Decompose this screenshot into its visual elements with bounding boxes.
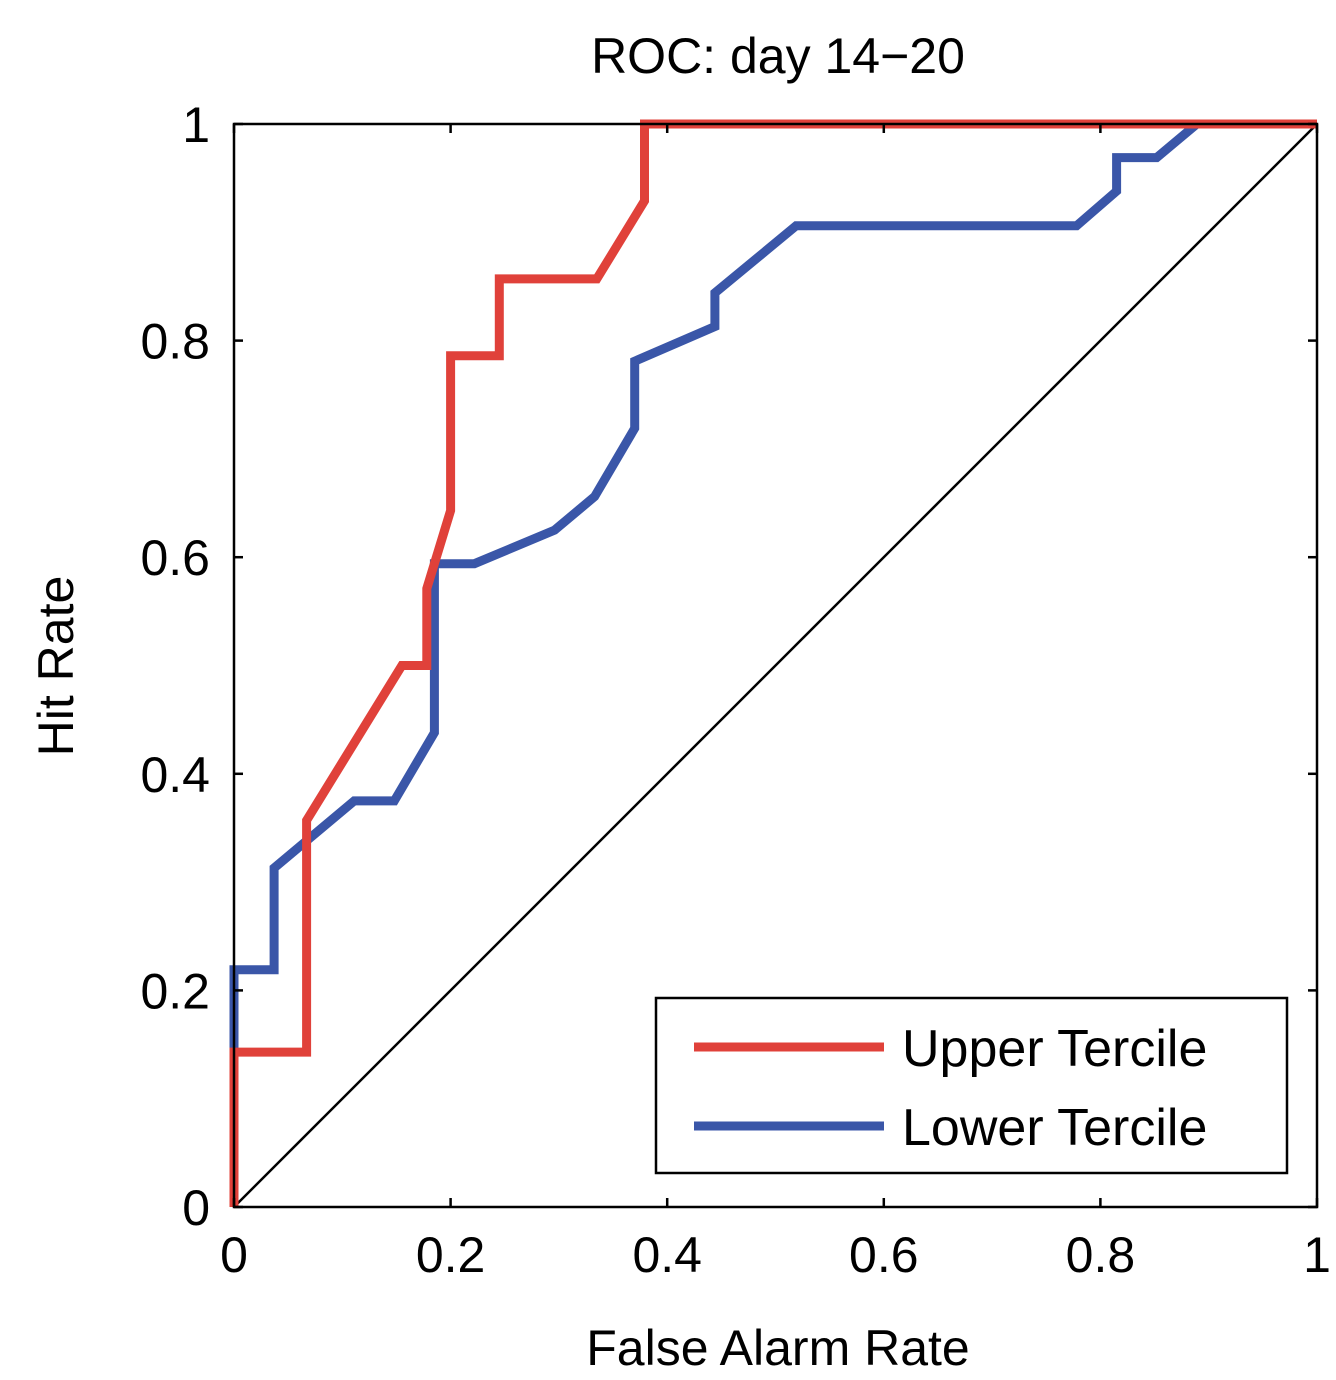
y-tick-label: 0.6 <box>140 530 210 586</box>
diagonal-reference-line <box>233 123 1318 1208</box>
x-axis-label: False Alarm Rate <box>586 1320 969 1376</box>
series-line-lower-tercile <box>229 119 1317 1207</box>
x-tick-label: 0.8 <box>1066 1227 1136 1283</box>
x-tick-label: 0.4 <box>632 1227 702 1283</box>
y-axis-label: Hit Rate <box>28 576 84 757</box>
x-tick-label: 0.6 <box>849 1227 919 1283</box>
legend-box <box>654 996 1289 1175</box>
x-tick-label: 0.2 <box>416 1227 486 1283</box>
y-tick-label: 0 <box>182 1180 210 1236</box>
x-tick-label: 1 <box>1303 1227 1331 1283</box>
legend: Upper Tercile Lower Tercile <box>654 996 1289 1175</box>
y-tick-label: 1 <box>182 97 210 153</box>
chart-title: ROC: day 14−20 <box>591 28 965 84</box>
y-tick-label: 0.8 <box>140 314 210 370</box>
ticks-layer: 0 0.2 0.4 0.6 0.8 1 0 0.2 0.4 0.6 0.8 1 <box>140 97 1330 1283</box>
legend-label-lower-tercile: Lower Tercile <box>902 1099 1207 1157</box>
series-line-upper-tercile <box>229 119 1317 1207</box>
y-tick-label: 0.2 <box>140 963 210 1019</box>
x-tick-label: 0 <box>220 1227 248 1283</box>
legend-label-upper-tercile: Upper Tercile <box>902 1020 1207 1078</box>
plot-frame <box>232 122 1319 1209</box>
series-layer <box>229 119 1318 1208</box>
y-tick-label: 0.4 <box>140 747 210 803</box>
